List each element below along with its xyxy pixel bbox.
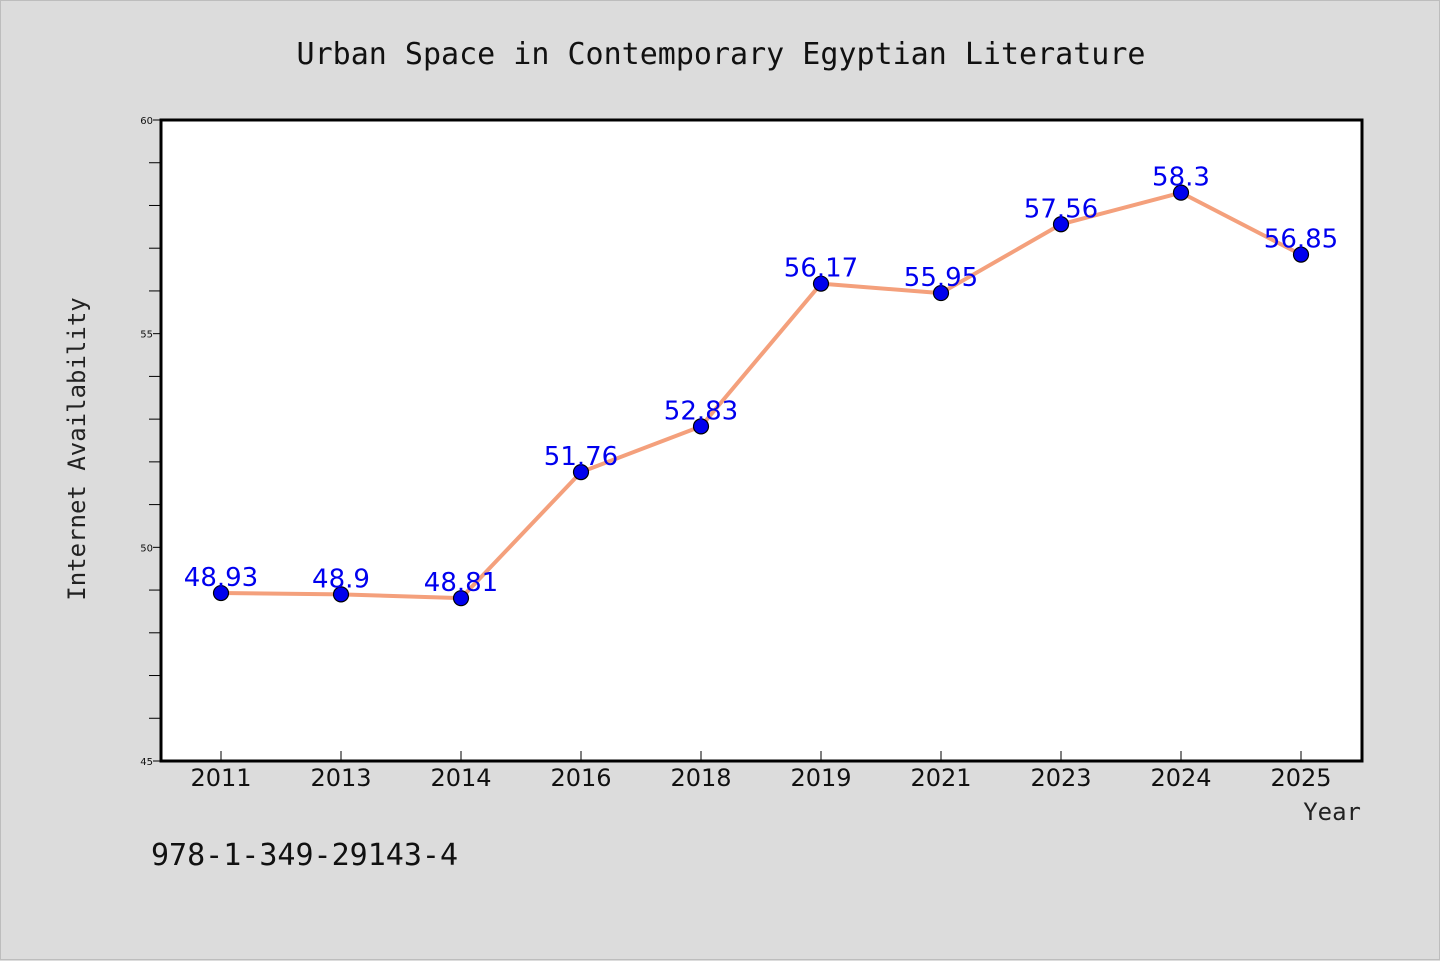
data-label: 58.3 [1152, 163, 1210, 193]
data-point [932, 284, 950, 302]
y-tick-label: 50 [140, 543, 153, 554]
data-label: 51.76 [544, 442, 618, 472]
data-label: 48.9 [312, 564, 370, 594]
x-axis-title: Year [1303, 798, 1361, 826]
y-axis-title: Internet Availability [63, 297, 91, 600]
x-tick-label: 2014 [430, 764, 491, 792]
x-tick-label: 2024 [1150, 764, 1211, 792]
series-line [219, 190, 1303, 601]
data-label: 55.95 [904, 263, 978, 293]
data-label: 48.81 [424, 568, 498, 598]
y-axis: 45 50 55 60 [140, 116, 160, 768]
isbn-footer: 978-1-349-29143-4 [151, 838, 458, 873]
data-point [812, 275, 830, 292]
data-point [692, 418, 710, 435]
x-tick-label: 2019 [790, 764, 851, 792]
data-label: 56.17 [784, 254, 858, 284]
data-label: 56.85 [1264, 225, 1338, 255]
data-point [452, 590, 470, 607]
plot-area [159, 118, 1364, 763]
data-point [1292, 246, 1310, 263]
data-point [212, 584, 230, 602]
x-tick-label: 2016 [550, 764, 611, 792]
data-label: 52.83 [664, 396, 738, 426]
x-tick-label: 2023 [1030, 764, 1091, 792]
chart-title: Urban Space in Contemporary Egyptian Lit… [297, 37, 1146, 72]
data-point [572, 464, 590, 481]
y-tick-label: 55 [140, 330, 153, 341]
x-tick-label: 2011 [190, 764, 251, 792]
data-point [1052, 216, 1070, 233]
y-tick-label: 45 [140, 757, 153, 768]
x-axis: 2011 2013 2014 2016 2018 2019 2021 2023 2024 2025 [190, 751, 1332, 792]
x-tick-label: 2013 [310, 764, 371, 792]
data-point [1172, 184, 1190, 201]
series-layer: 48.93 48.9 48.81 51.76 52.83 56.17 55.95 57.56 5… [184, 163, 1338, 607]
y-tick-label: 60 [140, 116, 153, 127]
x-tick-label: 2021 [910, 764, 971, 792]
data-point [332, 586, 350, 603]
x-tick-label: 2018 [670, 764, 731, 792]
data-label: 48.93 [184, 563, 258, 593]
x-tick-label: 2025 [1270, 764, 1331, 792]
data-label: 57.56 [1024, 194, 1098, 224]
